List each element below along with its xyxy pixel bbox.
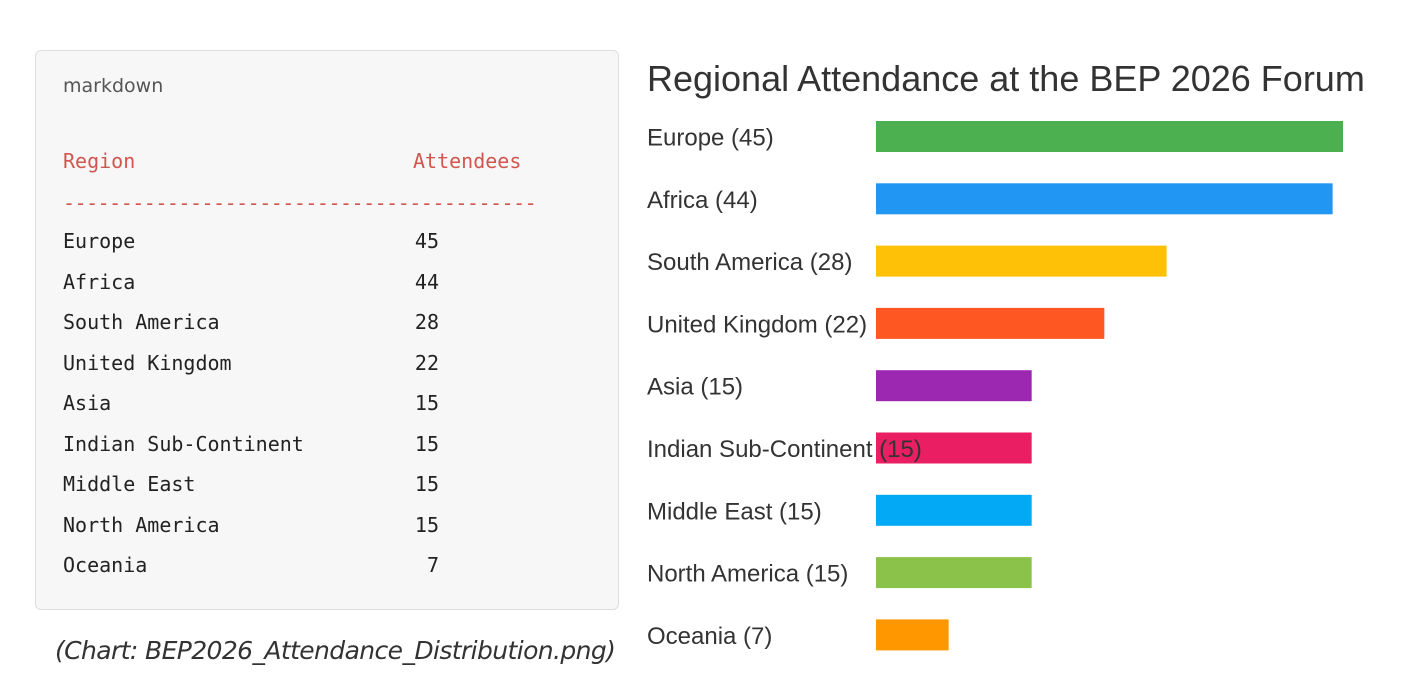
code-language-label: markdown bbox=[63, 75, 164, 97]
code-row-region: Asia bbox=[63, 391, 112, 415]
code-row-attendees: 7 bbox=[426, 553, 439, 577]
code-row-attendees: 22 bbox=[414, 350, 439, 375]
bar bbox=[876, 370, 1032, 402]
code-row-region: Africa bbox=[63, 269, 136, 294]
code-row-attendees: 45 bbox=[414, 229, 439, 253]
code-row-region: North America bbox=[63, 512, 220, 537]
bar bbox=[876, 183, 1333, 215]
code-row-attendees: 15 bbox=[414, 472, 439, 496]
bar-label: United Kingdom (22) bbox=[647, 311, 867, 338]
header-separator: ----------------------------------------… bbox=[63, 191, 537, 215]
bar-label: Asia (15) bbox=[647, 374, 743, 401]
code-row-attendees: 28 bbox=[414, 310, 439, 334]
code-row-region: Europe bbox=[63, 229, 136, 253]
code-row-region: Middle East bbox=[63, 472, 196, 496]
bar-label: Europe (45) bbox=[647, 125, 774, 152]
chart-caption: (Chart: BEP2026_Attendance_Distribution.… bbox=[55, 636, 616, 665]
code-block: markdown Region Attendees --------------… bbox=[35, 50, 619, 610]
code-row-region: United Kingdom bbox=[63, 350, 232, 375]
header-attendees: Attendees bbox=[413, 149, 522, 173]
code-row-attendees: 15 bbox=[414, 512, 439, 537]
code-row-region: South America bbox=[63, 310, 220, 334]
bar-label: Oceania (7) bbox=[647, 623, 772, 650]
bar bbox=[876, 121, 1343, 152]
header-region: Region bbox=[63, 149, 136, 173]
bar-label: Africa (44) bbox=[647, 187, 758, 214]
bar-label: North America (15) bbox=[647, 561, 848, 588]
bar bbox=[876, 307, 1105, 339]
bar bbox=[876, 432, 1032, 464]
bar bbox=[876, 619, 949, 651]
code-row-attendees: 15 bbox=[414, 391, 439, 415]
chart-title: Regional Attendance at the BEP 2026 Foru… bbox=[647, 58, 1365, 99]
bar bbox=[876, 494, 1032, 526]
bar-chart: Europe (45) Africa (44) South America (28)… bbox=[647, 121, 1343, 651]
bar bbox=[876, 557, 1032, 589]
code-row-region: Indian Sub-Continent bbox=[63, 431, 304, 456]
bar bbox=[876, 245, 1167, 277]
code-row-attendees: 44 bbox=[414, 269, 439, 294]
bar-label: South America (28) bbox=[647, 249, 852, 276]
code-row-region: Oceania bbox=[63, 553, 148, 577]
code-row-attendees: 15 bbox=[414, 431, 439, 456]
bar-label: Indian Sub-Continent (15) bbox=[647, 436, 922, 463]
bar-label: Middle East (15) bbox=[647, 498, 822, 525]
